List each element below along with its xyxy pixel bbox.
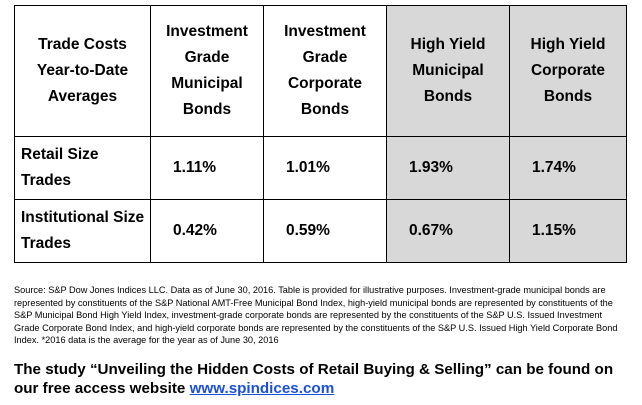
table-cell: 0.42% (150, 199, 264, 263)
col-header-hy-corporate: High Yield Corporate Bonds (509, 5, 627, 137)
study-note: The study “Unveiling the Hidden Costs of… (14, 360, 634, 398)
row-label-institutional: Institutional Size Trades (14, 199, 151, 263)
row-label-retail: Retail Size Trades (14, 136, 151, 200)
col-header-ig-municipal: Investment Grade Municipal Bonds (150, 5, 264, 137)
source-note: Source: S&P Dow Jones Indices LLC. Data … (14, 285, 618, 346)
col-header-ig-corporate: Investment Grade Corporate Bonds (263, 5, 387, 137)
table-header-row: Trade Costs Year-to-Date Averages Invest… (14, 5, 627, 137)
table-cell: 1.93% (386, 136, 510, 200)
table-cell: 0.59% (263, 199, 387, 263)
table-cell: 0.67% (386, 199, 510, 263)
table-cell: 1.74% (509, 136, 627, 200)
table-row: Institutional Size Trades 0.42% 0.59% 0.… (14, 199, 627, 263)
table-cell: 1.01% (263, 136, 387, 200)
table-row: Retail Size Trades 1.11% 1.01% 1.93% 1.7… (14, 136, 627, 200)
table-cell: 1.11% (150, 136, 264, 200)
website-link[interactable]: www.spindices.com (189, 380, 335, 397)
trade-costs-table-container: Trade Costs Year-to-Date Averages Invest… (14, 5, 627, 263)
trade-costs-table: Trade Costs Year-to-Date Averages Invest… (14, 5, 627, 263)
col-header-hy-municipal: High Yield Municipal Bonds (386, 5, 510, 137)
table-cell: 1.15% (509, 199, 627, 263)
study-text: The study “Unveiling the Hidden Costs of… (14, 361, 614, 397)
corner-header: Trade Costs Year-to-Date Averages (14, 5, 151, 137)
